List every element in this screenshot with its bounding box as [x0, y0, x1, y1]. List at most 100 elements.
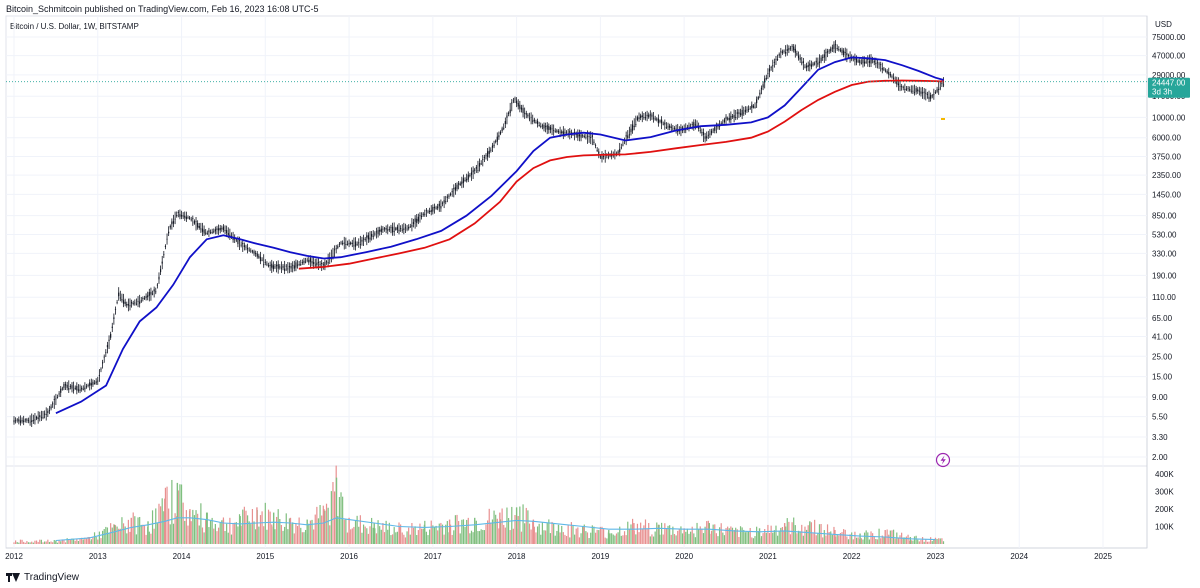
candle-body-451	[739, 113, 742, 115]
volume-bar-28	[58, 540, 60, 544]
volume-bar-190	[319, 505, 321, 544]
volume-bar-21	[47, 539, 49, 544]
volume-bar-490	[802, 535, 804, 544]
moving-averages	[55, 56, 945, 415]
candle-body-3	[18, 419, 20, 422]
candle-body-307	[507, 112, 510, 114]
candle-body-44	[84, 387, 86, 390]
volume-bar-395	[649, 536, 651, 544]
candle-body-244	[406, 228, 408, 230]
volume-bar-292	[483, 530, 485, 544]
candle-body-142	[242, 243, 244, 245]
volume-bar-84	[148, 531, 150, 544]
volume-bar-163	[275, 516, 278, 544]
candle-body-14	[35, 416, 38, 419]
volume-bar-196	[329, 525, 331, 544]
candle-body-158	[267, 265, 270, 267]
volume-bar-221	[369, 526, 371, 544]
candle-body-568	[928, 96, 930, 100]
candle-body-78	[139, 301, 141, 304]
candle-body-193	[324, 262, 326, 268]
candle-body-232	[387, 229, 389, 231]
candle-body-557	[910, 90, 912, 92]
volume-bar-370	[609, 533, 611, 544]
volume-bar-74	[132, 512, 134, 544]
volume-bar-445	[730, 526, 732, 544]
candle-body-443	[727, 118, 729, 120]
volume-bar-486	[796, 533, 798, 544]
candle-body-429	[704, 136, 706, 139]
volume-bar-211	[353, 526, 355, 544]
volume-bar-429	[704, 526, 706, 544]
candle-body-64	[116, 302, 118, 304]
candle-body-556	[909, 89, 911, 91]
volume-bar-122	[209, 520, 212, 544]
volume-bar-111	[192, 509, 194, 544]
candle-body-477	[781, 51, 784, 54]
candle-body-98	[171, 221, 173, 225]
candle-body-422	[693, 122, 695, 127]
candle-body-357	[588, 136, 590, 138]
volume-bar-204	[342, 496, 344, 544]
volume-bar-528	[863, 532, 866, 544]
candle-body-22	[48, 410, 51, 412]
price-tick-20: 3.30	[1152, 433, 1168, 442]
event-marker[interactable]	[941, 118, 945, 120]
candle-body-215	[359, 244, 361, 246]
price-axis[interactable]: 75000.0047000.0029000.0017000.0010000.00…	[1152, 33, 1186, 462]
volume-bar-2	[16, 542, 18, 544]
lightning-icon[interactable]	[935, 452, 951, 468]
candle-body-95	[166, 238, 168, 240]
candle-body-192	[322, 264, 324, 266]
candle-body-284	[470, 172, 473, 175]
volume-bar-168	[284, 526, 286, 544]
candle-body-566	[925, 92, 927, 94]
price-tick-8: 1450.00	[1152, 190, 1181, 199]
volume-bar-561	[917, 539, 919, 544]
volume-bar-515	[843, 529, 845, 544]
candle-body-330	[545, 126, 547, 127]
volume-bar-114	[197, 513, 199, 544]
volume-bar-186	[313, 529, 315, 544]
volume-bar-355	[585, 531, 587, 544]
candle-body-298	[493, 144, 495, 147]
price-chart[interactable]: 75000.0047000.0029000.0017000.0010000.00…	[0, 0, 1200, 568]
volume-bar-328	[541, 522, 543, 544]
volume-bar-71	[127, 519, 129, 544]
candle-body-461	[756, 99, 758, 104]
volume-peak-27	[582, 526, 585, 544]
candle-body-349	[575, 134, 577, 136]
volume-bar-383	[630, 524, 632, 544]
volume-bar-265	[440, 522, 442, 544]
time-axis[interactable]: 2012 2013 2014 2015 2016 2017 2018 2019 2020 2021…	[5, 552, 1112, 561]
publisher-name[interactable]: Bitcoin_Schmitcoin	[6, 4, 83, 14]
tradingview-logo[interactable]: TradingView	[6, 572, 79, 583]
volume-peak-12	[272, 512, 275, 544]
candle-body-473	[775, 59, 777, 61]
volume-bar-476	[780, 527, 782, 544]
candle-body-328	[541, 125, 543, 127]
volume-bar-313	[517, 516, 519, 544]
candle-body-43	[82, 388, 84, 390]
price-tick-11: 330.00	[1152, 249, 1177, 258]
candle-body-54	[100, 368, 102, 370]
candle-body-574	[938, 88, 940, 90]
volume-peak-41	[934, 538, 937, 544]
price-tick-21: 2.00	[1152, 453, 1168, 462]
volume-bar-351	[578, 537, 581, 544]
volume-bar-22	[48, 541, 51, 544]
candle-body-246	[409, 226, 411, 228]
volume-bar-420	[689, 531, 692, 544]
currency-label[interactable]: USD	[1155, 20, 1172, 29]
volume-bar-299	[495, 514, 497, 544]
candle-body-538	[880, 64, 882, 66]
volume-bar-467	[765, 532, 767, 544]
volume-bar-166	[280, 525, 283, 544]
candle-body-275	[456, 184, 458, 190]
volume-pane	[13, 465, 945, 544]
volume-bar-70	[126, 533, 128, 544]
candle-body-442	[725, 116, 727, 120]
volume-bar-474	[776, 535, 779, 544]
volume-bar-174	[293, 533, 295, 544]
volume-peak-11	[256, 507, 258, 544]
